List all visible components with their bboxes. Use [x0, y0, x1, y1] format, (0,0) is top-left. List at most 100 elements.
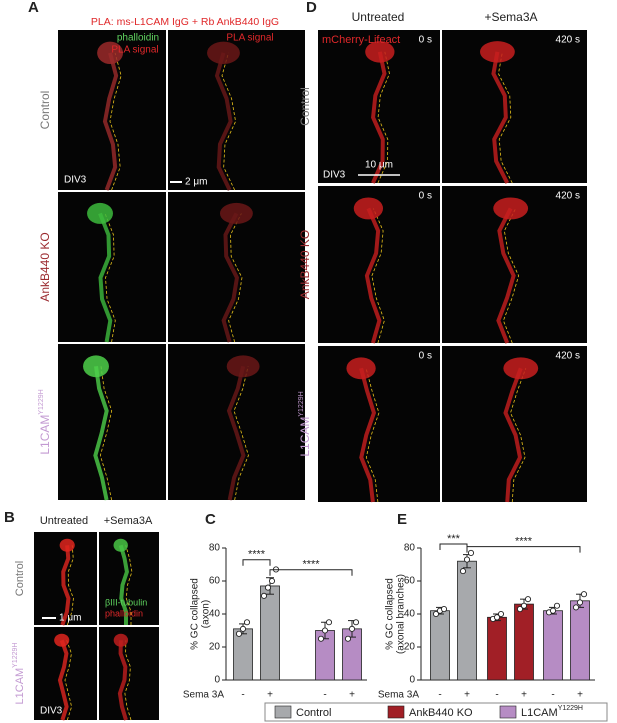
y-tick-label: 40: [209, 609, 221, 620]
channel-label: PLA signal: [226, 33, 273, 44]
outline: [221, 52, 237, 191]
row-label: Control: [38, 91, 52, 130]
growth-cone: [59, 538, 75, 552]
neurite: [102, 52, 119, 191]
growth-cone: [219, 202, 253, 224]
neurite: [503, 367, 523, 503]
x-tick-label: -: [495, 690, 498, 701]
legend-label: Control: [296, 707, 331, 719]
div-label: DIV3: [40, 706, 63, 717]
outline: [510, 368, 527, 503]
outline: [99, 366, 113, 501]
outline: [124, 640, 132, 721]
legend-label: AnkB440 KO: [409, 707, 473, 719]
outline: [66, 545, 74, 626]
panel-letter: A: [28, 0, 39, 16]
y-tick-label: 80: [404, 543, 416, 554]
legend-label-main: AnkB440 KO: [409, 707, 473, 719]
row-label: L1CAMY1229H: [298, 391, 312, 456]
column-label: Untreated: [40, 515, 88, 527]
y-tick-label: 20: [209, 642, 221, 653]
panel-letter: D: [306, 0, 317, 16]
row-label: AnkB440 KO: [298, 230, 312, 299]
micrograph: [318, 346, 440, 502]
column-label: Untreated: [352, 10, 405, 24]
column-label: +Sema3A: [104, 515, 153, 527]
neurite: [117, 640, 128, 721]
neurite: [118, 544, 129, 626]
outline: [228, 213, 243, 343]
data-point: [264, 584, 272, 591]
x-tick-label: +: [577, 690, 583, 701]
bar: [487, 616, 507, 681]
row-label-main: AnkB440 KO: [298, 230, 312, 299]
y-axis-label: (axon): [201, 600, 212, 628]
row-label-main: AnkB440 KO: [38, 232, 52, 301]
legend-swatch: [387, 705, 405, 719]
time-label: 420 s: [556, 35, 580, 46]
neurite: [359, 367, 377, 503]
x-tick-label: -: [241, 690, 244, 701]
scale-label: 2 μm: [185, 177, 207, 188]
outline: [125, 545, 133, 626]
outline: [104, 213, 116, 343]
scale-label: 10 μm: [365, 160, 393, 171]
data-point: [432, 610, 440, 618]
data-point: [348, 625, 356, 632]
growth-cone: [226, 355, 260, 378]
row-label-sup: Y1229H: [38, 389, 45, 414]
neurite: [491, 51, 510, 184]
x-tick-label: -: [551, 690, 554, 701]
div-label: DIV3: [323, 170, 346, 181]
outline: [377, 51, 390, 184]
y-tick-label: 0: [214, 675, 220, 686]
significance-label: ****: [248, 549, 266, 561]
data-point: [325, 619, 333, 626]
y-tick-label: 0: [409, 675, 415, 686]
channel-label: βIII-tubulin: [105, 597, 147, 607]
y-tick-label: 80: [209, 543, 221, 554]
growth-cone: [83, 355, 109, 378]
legend-label-sup: Y1229H: [558, 705, 583, 712]
significance-bracket: [269, 569, 353, 576]
outline: [502, 208, 520, 344]
panel-title: PLA: ms-L1CAM IgG + Rb AnkB440 IgG: [91, 16, 279, 28]
row-label: Control: [298, 87, 312, 126]
x-axis-label: Sema 3A: [378, 690, 419, 701]
bar: [430, 610, 450, 681]
neurite: [60, 545, 71, 626]
growth-cone: [480, 41, 515, 63]
y-tick-label: 60: [404, 576, 416, 587]
x-axis-label: Sema 3A: [183, 690, 224, 701]
row-label-main: L1CAM: [14, 668, 26, 705]
outline: [371, 208, 385, 344]
micrograph: [99, 532, 159, 625]
y-tick-label: 60: [209, 576, 221, 587]
data-point: [459, 568, 467, 575]
bar: [570, 600, 590, 681]
bar: [457, 560, 477, 681]
data-point: [260, 592, 268, 599]
channel-label: phalloidin: [117, 33, 159, 44]
significance-label: ***: [447, 533, 461, 545]
neurite: [214, 52, 233, 191]
neurite: [364, 207, 382, 344]
x-tick-label: -: [438, 690, 441, 701]
growth-cone: [87, 202, 113, 224]
data-point: [268, 577, 276, 585]
time-label: 420 s: [556, 191, 580, 202]
scale-label: 1 μm: [59, 613, 81, 624]
growth-cone: [97, 41, 124, 65]
bar: [543, 610, 563, 681]
data-point: [321, 627, 329, 634]
y-tick-label: 20: [404, 642, 416, 653]
growth-cone: [353, 197, 384, 220]
row-label-main: Control: [14, 561, 26, 596]
bar: [260, 585, 280, 681]
y-axis-label: % GC collapsed: [385, 578, 396, 650]
data-point: [520, 602, 528, 609]
growth-cone: [346, 357, 376, 380]
data-point: [576, 599, 584, 606]
row-label-main: L1CAM: [38, 415, 52, 455]
